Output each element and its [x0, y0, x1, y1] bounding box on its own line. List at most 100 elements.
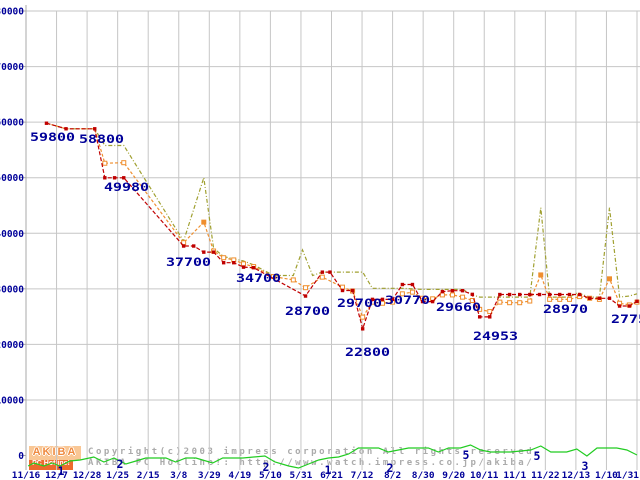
data-point-marker: [517, 300, 523, 306]
x-tick-label: 7/12: [351, 471, 374, 480]
data-point-marker: [517, 292, 522, 297]
data-point-marker: [320, 270, 325, 274]
data-point-marker: [537, 292, 542, 297]
shop-count-labels: 1 2 2 1 2 5 5 3: [58, 448, 589, 478]
data-point-marker: [303, 285, 309, 291]
data-point-marker: [470, 292, 475, 297]
shop-count-line: [27, 444, 638, 469]
y-tick-label: 80000: [0, 7, 24, 18]
data-point-marker: [112, 176, 117, 180]
shop-count-label: 2: [263, 460, 270, 474]
data-point-marker: [488, 315, 492, 319]
data-point-marker: [450, 289, 455, 293]
x-tick-label: 8/2: [384, 471, 401, 480]
data-point-marker: [547, 292, 552, 297]
x-tick-label: 4/19: [228, 471, 251, 480]
shop-count-label: 2: [117, 457, 124, 471]
data-point-marker: [538, 272, 544, 278]
x-tick-label: 12/28: [73, 471, 102, 480]
data-point-marker: [587, 296, 592, 300]
x-tick-label: 8/30: [412, 471, 435, 480]
series-average-price: [46, 122, 640, 320]
data-point-marker: [64, 127, 68, 131]
y-tick-label: 70000: [0, 62, 24, 73]
x-axis-labels: 11/16 12/7 12/28 1/25 2/15 3/8 3/29 4/19 5/10 5/3…: [12, 471, 639, 480]
data-point-marker: [290, 277, 296, 283]
data-point-marker: [617, 304, 622, 308]
data-point-marker: [399, 291, 405, 297]
data-point-marker: [102, 160, 108, 166]
data-point-marker: [430, 299, 435, 304]
data-point-marker: [251, 265, 256, 270]
data-point-marker: [211, 250, 216, 254]
data-point-marker: [420, 299, 425, 304]
shop-count-label: 1: [58, 464, 65, 478]
price-label: 24953: [473, 329, 518, 343]
shop-count-label: 5: [534, 449, 541, 463]
data-point-marker: [557, 296, 563, 302]
data-point-marker: [498, 292, 502, 297]
price-label: 29660: [436, 300, 481, 314]
data-point-marker: [241, 265, 246, 269]
price-label: 59800: [30, 130, 75, 144]
price-label: 37700: [166, 255, 211, 269]
x-tick-label: 1/10: [595, 471, 618, 480]
x-tick-label: 3/8: [170, 471, 187, 480]
price-label: 28970: [543, 302, 588, 316]
shop-count-label: 5: [463, 448, 470, 462]
data-point-marker: [192, 244, 196, 248]
data-point-marker: [577, 292, 582, 297]
gridlines: [25, 10, 640, 470]
data-point-marker: [103, 176, 107, 180]
price-label: 58800: [79, 132, 124, 146]
price-label: 22800: [345, 345, 390, 359]
data-point-marker: [202, 250, 206, 254]
data-point-marker: [360, 314, 366, 320]
price-label: 34700: [236, 271, 281, 285]
data-point-marker: [328, 270, 332, 274]
x-tick-label: 10/11: [470, 471, 499, 480]
data-point-marker: [339, 284, 345, 290]
series-highest-price: [46, 122, 638, 298]
data-point-marker: [607, 296, 612, 300]
data-point-marker: [566, 296, 572, 302]
price-label: 28700: [285, 304, 330, 318]
x-tick-label: 1/25: [106, 471, 129, 480]
x-tick-label: 5/10: [259, 471, 282, 480]
x-tick-label: 11/16: [12, 471, 41, 480]
y-tick-label: 20000: [0, 340, 24, 351]
y-tick-label: 40000: [0, 229, 24, 240]
price-label: 49980: [104, 180, 149, 194]
data-point-marker: [507, 300, 513, 306]
data-point-marker: [567, 292, 572, 297]
data-point-marker: [221, 255, 227, 261]
data-point-marker: [319, 274, 325, 280]
data-point-marker: [477, 306, 483, 312]
shop-count-label: 1: [325, 463, 332, 477]
data-point-marker: [627, 304, 632, 308]
data-point-marker: [507, 292, 512, 297]
x-tick-label: 1/31: [616, 471, 639, 480]
data-point-marker: [460, 289, 465, 293]
akiba-logo-title: AKIBA: [29, 446, 81, 460]
x-tick-label: 12/7: [45, 471, 68, 480]
data-point-marker: [409, 289, 415, 295]
copyright-text: Copyright(c)2003 impress corporation All…: [88, 447, 543, 457]
price-label: 30770: [385, 293, 430, 307]
y-axis-labels: 0 10000 20000 30000 40000 50000 60000 70000 8000…: [0, 7, 24, 463]
x-tick-label: 5/31: [290, 471, 313, 480]
data-point-marker: [44, 121, 49, 125]
data-point-marker: [122, 176, 126, 180]
x-tick-label: 2/15: [137, 471, 160, 480]
data-point-marker: [449, 292, 455, 298]
y-tick-label: 60000: [0, 118, 24, 129]
data-point-marker: [558, 292, 562, 297]
data-point-marker: [547, 296, 553, 302]
data-point-marker: [93, 127, 97, 131]
shop-count-label: 3: [582, 459, 589, 473]
data-point-marker: [241, 261, 247, 267]
x-tick-label: 11/1: [503, 471, 526, 480]
data-point-marker: [440, 289, 445, 294]
data-point-marker: [460, 294, 466, 300]
x-tick-label: 9/20: [442, 471, 465, 480]
